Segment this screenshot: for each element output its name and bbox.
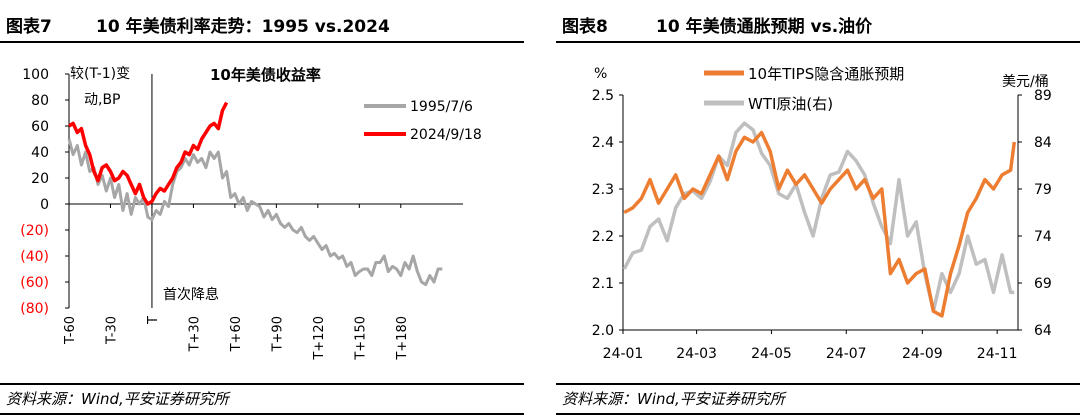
left-y-tick-label: 2.1 <box>592 276 614 292</box>
left-y-tick-label: 2.5 <box>592 88 614 104</box>
y-tick-label: (20) <box>20 223 49 239</box>
series-line <box>623 130 1017 318</box>
x-tick-label: T+60 <box>229 316 244 352</box>
y-tick-label: (60) <box>20 275 49 291</box>
y-axis-label: 动,BP <box>84 92 121 108</box>
series-line <box>67 138 443 287</box>
series-line <box>68 101 229 206</box>
chart-title: 10 年美债利率走势：1995 vs.2024 <box>96 17 390 37</box>
left-y-tick-label: 2.3 <box>592 182 614 198</box>
right-y-tick-label: 69 <box>1034 276 1052 292</box>
y-tick-label: 0 <box>40 197 49 213</box>
chart-title: 10 年美债通胀预期 vs.油价 <box>656 17 873 37</box>
y-tick-label: 100 <box>22 67 49 83</box>
chart-1-svg: 100 80 60 40 20 0 (20) (40) (60) (80) T-60 T-30 T T+3… <box>20 66 482 361</box>
left-y-tick-label: 2.4 <box>592 135 614 151</box>
source-note: 资料来源：Wind,平安证券研究所 <box>562 390 785 408</box>
legend-label: 1995/7/6 <box>410 99 473 115</box>
x-tick-label: 24-07 <box>826 346 867 362</box>
figure-label: 图表8 <box>562 17 608 37</box>
right-y-tick-label: 84 <box>1034 135 1052 151</box>
x-tick-label: 24-01 <box>603 346 644 362</box>
x-tick-label: T-60 <box>63 316 78 345</box>
y-tick-label: 20 <box>31 171 49 187</box>
legend-label: 10年TIPS隐含通胀预期 <box>748 65 904 83</box>
y-tick-label: 80 <box>31 93 49 109</box>
x-tick-label: T-30 <box>104 316 119 345</box>
x-tick-label: T+120 <box>312 316 327 361</box>
x-tick-label: 24-09 <box>902 346 943 362</box>
source-bar: 资料来源：Wind,平安证券研究所 <box>556 383 1080 415</box>
x-tick-label: 24-03 <box>676 346 717 362</box>
event-annotation: 首次降息 <box>163 286 219 303</box>
x-tick-label: T+180 <box>395 316 410 361</box>
right-y-tick-label: 74 <box>1034 229 1052 245</box>
y-tick-label: (80) <box>20 301 49 317</box>
y-tick-label: 40 <box>31 145 49 161</box>
series-line <box>622 121 1015 313</box>
legend-label: 2024/9/18 <box>410 127 482 143</box>
y-tick-label: 60 <box>31 119 49 135</box>
x-tick-label: T <box>146 316 161 325</box>
figure-label: 图表7 <box>6 17 52 37</box>
chart-panel-1: 图表7 10 年美债利率走势：1995 vs.2024 100 80 60 40 20 0… <box>0 0 524 419</box>
left-y-tick-label: 2.0 <box>592 323 614 339</box>
right-y-tick-label: 79 <box>1034 182 1052 198</box>
x-tick-label: T+150 <box>353 316 368 361</box>
y-tick-label: (40) <box>20 249 49 265</box>
left-y-tick-label: 2.2 <box>592 229 614 245</box>
source-bar: 资料来源：Wind,平安证券研究所 <box>0 383 524 415</box>
inner-chart-title: 10年美债收益率 <box>210 66 321 84</box>
right-axis-unit: 美元/桶 <box>1002 74 1049 90</box>
left-axis-unit: % <box>594 66 607 82</box>
x-tick-label: 24-11 <box>977 346 1018 362</box>
chart-panel-2: 图表8 10 年美债通胀预期 vs.油价 2.5 2.4 2.3 2.2 2.1 2.0 8… <box>556 0 1080 419</box>
right-y-tick-label: 89 <box>1034 88 1052 104</box>
legend-label: WTI原油(右) <box>748 95 833 113</box>
chart-2-title-bar: 图表8 10 年美债通胀预期 vs.油价 <box>556 7 1080 43</box>
chart-1-title-bar: 图表7 10 年美债利率走势：1995 vs.2024 <box>0 7 524 43</box>
right-y-tick-label: 64 <box>1034 323 1052 339</box>
chart-2-svg: 2.5 2.4 2.3 2.2 2.1 2.0 89 84 79 74 69 64 24-01 24-03… <box>592 65 1052 362</box>
x-tick-label: T+30 <box>187 316 202 352</box>
x-tick-label: T+90 <box>270 316 285 352</box>
x-tick-label: 24-05 <box>751 346 792 362</box>
y-axis-label: 较(T-1)变 <box>70 66 130 82</box>
source-note: 资料来源：Wind,平安证券研究所 <box>6 390 229 408</box>
